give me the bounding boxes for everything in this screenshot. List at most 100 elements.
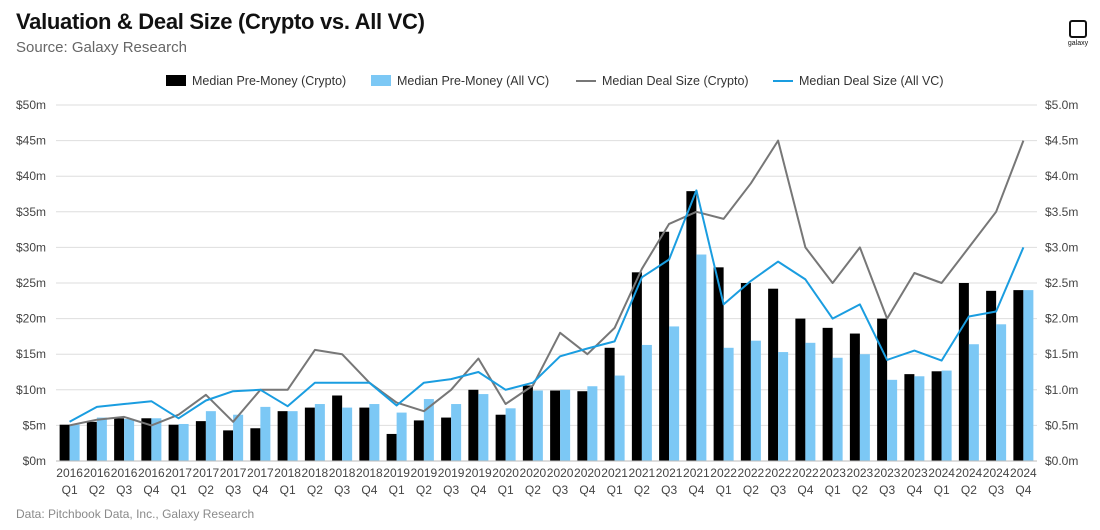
bar: [205, 411, 216, 461]
series-line: [69, 139, 1025, 427]
bar: [86, 421, 97, 461]
bar: [822, 327, 833, 461]
bar: [532, 390, 543, 461]
x-tick-label-year: 2017: [165, 466, 192, 480]
bar: [941, 370, 952, 461]
x-tick-label-quarter: Q3: [116, 483, 132, 497]
x-tick-label-quarter: Q1: [825, 483, 841, 497]
y-left-tick-label: $30m: [16, 240, 46, 254]
x-tick-label-year: 2018: [302, 466, 329, 480]
bar: [396, 412, 407, 461]
bar: [1023, 290, 1034, 461]
bar: [986, 290, 997, 461]
galaxy-logo: galaxy: [1064, 20, 1092, 47]
bar: [968, 344, 979, 461]
bar: [342, 407, 353, 461]
x-tick-label-year: 2023: [819, 466, 846, 480]
bar: [195, 421, 206, 461]
y-right-tick-label: $3.0m: [1045, 240, 1078, 254]
bar: [641, 344, 652, 461]
x-tick-label-quarter: Q1: [716, 483, 732, 497]
bar: [304, 407, 315, 461]
y-right-tick-label: $2.5m: [1045, 276, 1078, 290]
x-tick-label-year: 2024: [956, 466, 983, 480]
x-tick-label-year: 2017: [247, 466, 274, 480]
x-tick-label-year: 2024: [928, 466, 955, 480]
bar: [669, 326, 680, 461]
x-tick-label-year: 2016: [84, 466, 111, 480]
legend-label: Median Deal Size (All VC): [799, 74, 944, 88]
x-tick-label-quarter: Q4: [361, 483, 377, 497]
x-tick-label-quarter: Q3: [988, 483, 1004, 497]
x-tick-label-quarter: Q4: [906, 483, 922, 497]
x-tick-label-quarter: Q4: [1015, 483, 1031, 497]
bar: [614, 375, 625, 461]
x-tick-label-quarter: Q3: [552, 483, 568, 497]
x-tick-label-quarter: Q2: [525, 483, 541, 497]
y-left-tick-label: $45m: [16, 134, 46, 148]
bar: [141, 418, 152, 461]
bar: [659, 231, 670, 461]
x-tick-label-year: 2021: [601, 466, 628, 480]
y-right-tick-label: $0.5m: [1045, 418, 1078, 432]
x-tick-label-quarter: Q3: [879, 483, 895, 497]
x-tick-label-year: 2020: [492, 466, 519, 480]
x-tick-label-quarter: Q2: [634, 483, 650, 497]
x-tick-label-year: 2023: [847, 466, 874, 480]
chart-title: Valuation & Deal Size (Crypto vs. All VC…: [16, 9, 425, 34]
x-tick-label-year: 2024: [983, 466, 1010, 480]
legend-swatch: [166, 75, 186, 86]
x-tick-label-year: 2017: [193, 466, 220, 480]
bar: [451, 404, 462, 461]
x-tick-label-year: 2020: [520, 466, 547, 480]
x-tick-label-quarter: Q3: [334, 483, 350, 497]
bar: [233, 414, 244, 461]
x-tick-label-quarter: Q3: [443, 483, 459, 497]
legend-label: Median Deal Size (Crypto): [602, 74, 749, 88]
y-right-tick-label: $5.0m: [1045, 98, 1078, 112]
x-tick-label-year: 2024: [1010, 466, 1037, 480]
bar: [69, 424, 80, 461]
x-tick-label-quarter: Q4: [797, 483, 813, 497]
x-tick-label-quarter: Q2: [852, 483, 868, 497]
x-tick-label-year: 2021: [656, 466, 683, 480]
bar: [795, 318, 806, 461]
bar: [877, 318, 888, 461]
bar: [151, 418, 162, 461]
logo-text: galaxy: [1067, 40, 1089, 47]
x-tick-label-year: 2020: [547, 466, 574, 480]
bar: [178, 423, 189, 461]
y-left-tick-label: $25m: [16, 276, 46, 290]
bar: [768, 288, 779, 461]
bar: [468, 389, 479, 461]
bar: [114, 418, 125, 461]
x-tick-label-year: 2018: [356, 466, 383, 480]
x-tick-label-quarter: Q2: [416, 483, 432, 497]
x-tick-label-year: 2019: [438, 466, 465, 480]
bar: [223, 430, 234, 461]
y-right-tick-label: $3.5m: [1045, 205, 1078, 219]
bar: [560, 389, 571, 461]
x-tick-label-quarter: Q2: [89, 483, 105, 497]
x-tick-label-quarter: Q4: [579, 483, 595, 497]
y-right-tick-label: $2.0m: [1045, 312, 1078, 326]
legend-swatch: [371, 75, 391, 86]
x-tick-label-quarter: Q3: [770, 483, 786, 497]
x-tick-label-year: 2018: [274, 466, 301, 480]
x-tick-label-year: 2022: [710, 466, 737, 480]
x-tick-label-year: 2016: [138, 466, 165, 480]
bar: [277, 411, 288, 461]
x-tick-label-year: 2023: [901, 466, 928, 480]
y-left-tick-label: $40m: [16, 169, 46, 183]
bar: [332, 395, 343, 461]
bar: [505, 408, 516, 461]
x-tick-label-quarter: Q4: [143, 483, 159, 497]
x-tick-label-quarter: Q1: [934, 483, 950, 497]
x-tick-label-year: 2019: [465, 466, 492, 480]
galaxy-logo-icon: [1069, 20, 1087, 38]
x-tick-label-quarter: Q2: [198, 483, 214, 497]
x-tick-label-year: 2023: [874, 466, 901, 480]
bar: [369, 404, 380, 461]
bar: [750, 340, 761, 461]
bar: [604, 347, 615, 461]
